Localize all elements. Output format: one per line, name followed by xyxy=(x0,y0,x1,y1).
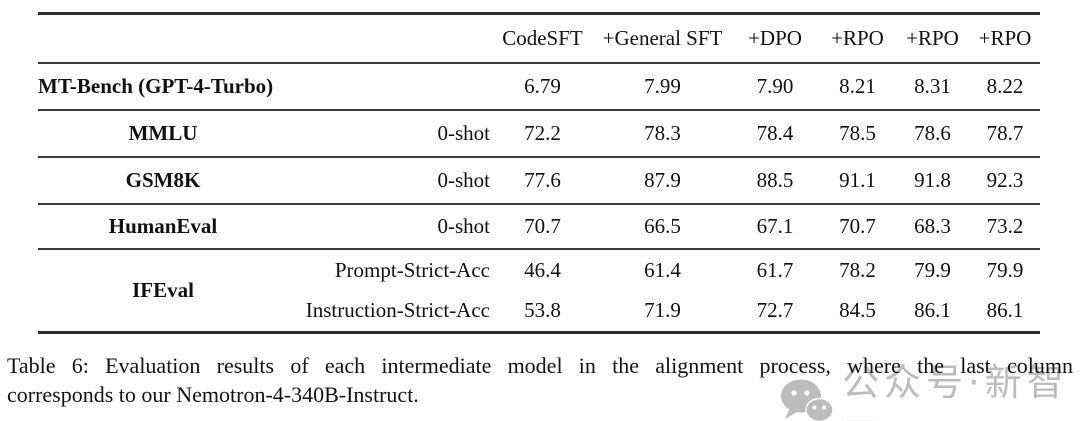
row-setting: 0-shot xyxy=(437,167,491,192)
caption-line-1: Table 6: Evaluation results of each inte… xyxy=(7,353,1073,378)
row-setting: 0-shot xyxy=(437,120,491,145)
metric-value: 61.4 xyxy=(644,257,681,282)
metric-value: 92.3 xyxy=(986,167,1024,192)
metric-value: 6.79 xyxy=(524,73,561,98)
metric-value: 7.99 xyxy=(644,73,681,98)
metric-value: 78.5 xyxy=(839,120,876,145)
metric-value: 87.9 xyxy=(644,167,681,192)
table-row-humaneval: HumanEval 0-shot 70.7 66.5 67.1 70.7 68.… xyxy=(38,204,1040,249)
metric-value: 70.7 xyxy=(839,213,876,238)
metric-value: 78.3 xyxy=(644,120,681,145)
column-header-codesft: CodeSFT xyxy=(502,25,583,50)
metric-value: 70.7 xyxy=(524,213,561,238)
table-row-ifeval-prompt: IFEval Prompt-Strict-Acc 46.4 61.4 61.7 … xyxy=(38,249,1040,302)
row-label-ifeval: IFEval xyxy=(132,277,194,302)
column-header-rpo2: +RPO xyxy=(906,25,959,50)
metric-value: 78.2 xyxy=(839,257,876,282)
metric-value: 61.7 xyxy=(756,257,794,282)
metric-value: 84.5 xyxy=(839,298,876,323)
metric-value: 73.2 xyxy=(986,213,1024,238)
metric-value: 79.9 xyxy=(986,257,1024,282)
metric-value: 8.31 xyxy=(914,73,951,98)
metric-value: 78.4 xyxy=(756,120,794,145)
metric-value: 66.5 xyxy=(644,213,681,238)
results-table-wrap: CodeSFT +General SFT +DPO +RPO +RPO +RPO… xyxy=(38,12,1040,334)
metric-value: 79.9 xyxy=(914,257,951,282)
metric-value: 78.6 xyxy=(914,120,951,145)
table-caption: Table 6: Evaluation results of each inte… xyxy=(7,351,1073,409)
column-header-rpo3: +RPO xyxy=(978,25,1032,50)
metric-value: 72.2 xyxy=(524,120,561,145)
row-setting: Instruction-Strict-Acc xyxy=(305,298,490,323)
results-table: CodeSFT +General SFT +DPO +RPO +RPO +RPO… xyxy=(38,12,1040,334)
metric-value: 68.3 xyxy=(914,213,951,238)
caption-line-2: corresponds to our Nemotron-4-340B-Instr… xyxy=(7,382,419,407)
metric-value: 67.1 xyxy=(756,213,794,238)
metric-value: 77.6 xyxy=(524,167,561,192)
table-row-mtbench: MT-Bench (GPT-4-Turbo) 6.79 7.99 7.90 8.… xyxy=(38,63,1040,110)
metric-value: 8.21 xyxy=(839,73,876,98)
metric-value: 78.7 xyxy=(986,120,1024,145)
metric-value: 71.9 xyxy=(644,298,681,323)
metric-value: 91.1 xyxy=(839,167,876,192)
metric-value: 86.1 xyxy=(986,298,1024,323)
row-label-mmlu: MMLU xyxy=(128,120,198,145)
table-row-ifeval-instruction: Instruction-Strict-Acc 53.8 71.9 72.7 84… xyxy=(38,291,1040,333)
metric-value: 8.22 xyxy=(986,73,1024,98)
table-row-mmlu: MMLU 0-shot 72.2 78.3 78.4 78.5 78.6 78.… xyxy=(38,110,1040,157)
metric-value: 46.4 xyxy=(524,257,561,282)
header-row: CodeSFT +General SFT +DPO +RPO +RPO +RPO xyxy=(38,14,1040,63)
metric-value: 86.1 xyxy=(914,298,951,323)
watermark: 公众号·新智元 xyxy=(780,352,1080,421)
table-row-gsm8k: GSM8K 0-shot 77.6 87.9 88.5 91.1 91.8 92… xyxy=(38,157,1040,204)
watermark-text: 公众号·新智元 xyxy=(842,361,1069,421)
header-empty-cell xyxy=(38,14,288,63)
metric-value: 91.8 xyxy=(914,167,951,192)
metric-value: 53.8 xyxy=(524,298,561,323)
row-label-humaneval: HumanEval xyxy=(108,213,218,238)
column-header-rpo1: +RPO xyxy=(831,25,884,50)
header-empty-cell xyxy=(288,14,490,63)
row-label-gsm8k: GSM8K xyxy=(125,167,201,192)
row-setting: Prompt-Strict-Acc xyxy=(334,257,490,282)
metric-value: 72.7 xyxy=(756,298,794,323)
row-setting: 0-shot xyxy=(437,213,491,238)
metric-value: 7.90 xyxy=(756,73,794,98)
metric-value: 88.5 xyxy=(756,167,794,192)
column-header-general-sft: +General SFT xyxy=(602,25,723,50)
row-label-mtbench: MT-Bench (GPT-4-Turbo) xyxy=(38,73,274,98)
wechat-bubbles-icon xyxy=(780,378,834,421)
column-header-dpo: +DPO xyxy=(748,25,802,50)
